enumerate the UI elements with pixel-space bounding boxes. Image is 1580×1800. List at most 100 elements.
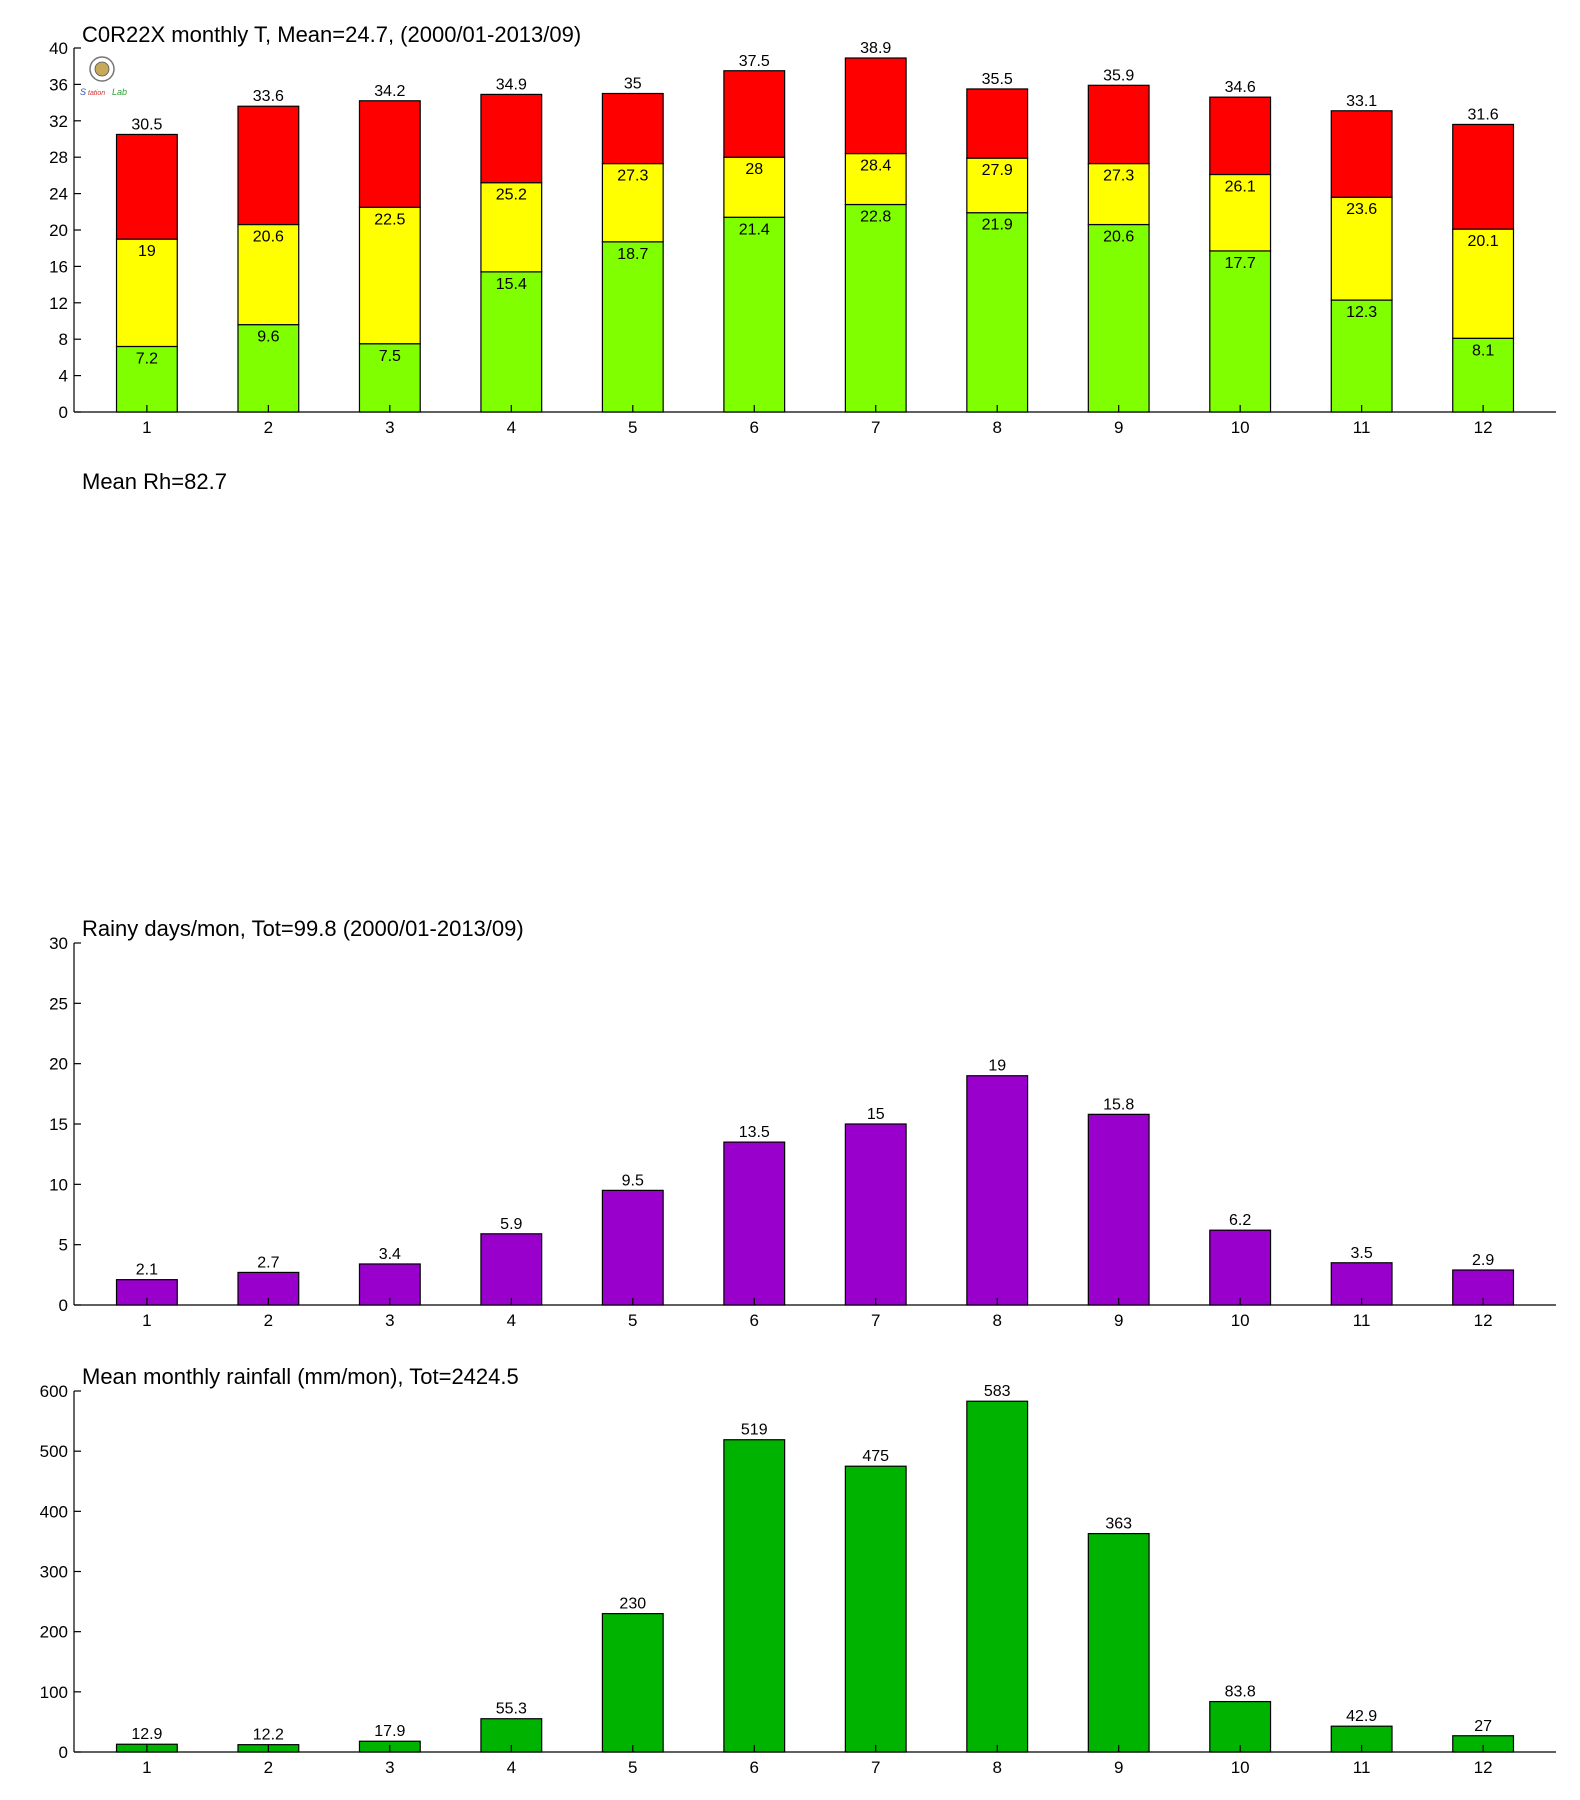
bar <box>1209 1229 1272 1306</box>
data-label: 583 <box>984 1383 1011 1400</box>
data-label: 33.6 <box>253 88 284 105</box>
bar-segment <box>723 156 786 218</box>
x-tick-label: 12 <box>1474 1311 1493 1330</box>
data-label: 7.2 <box>136 350 158 367</box>
bar-segment <box>966 157 1029 214</box>
data-label: 2.9 <box>1472 1252 1494 1269</box>
data-label: 8.1 <box>1472 342 1494 359</box>
bar-segment <box>1087 84 1150 165</box>
data-label: 2.1 <box>136 1262 158 1279</box>
x-tick-label: 7 <box>871 418 880 437</box>
y-tick-label: 36 <box>49 75 68 94</box>
y-tick-label: 28 <box>49 148 68 167</box>
y-tick-label: 30 <box>49 934 68 953</box>
bar-segment <box>601 241 664 413</box>
bar-segment <box>723 216 786 413</box>
data-label: 19 <box>138 243 156 260</box>
data-label: 5.9 <box>500 1216 522 1233</box>
y-tick-label: 20 <box>49 1055 68 1074</box>
bar-segment <box>480 93 543 184</box>
data-label: 13.5 <box>739 1124 770 1141</box>
bar-segment <box>723 70 786 158</box>
y-tick-label: 32 <box>49 112 68 131</box>
y-tick-label: 4 <box>59 367 68 386</box>
x-tick-label: 9 <box>1114 1311 1123 1330</box>
x-tick-label: 9 <box>1114 1758 1123 1777</box>
data-label: 23.6 <box>1346 201 1377 218</box>
bar <box>966 1400 1029 1753</box>
rainfall-chart: Mean monthly rainfall (mm/mon), Tot=2424… <box>40 1364 1556 1777</box>
data-label: 27.3 <box>1103 168 1134 185</box>
y-tick-label: 20 <box>49 221 68 240</box>
data-label: 35.5 <box>982 71 1013 88</box>
bar <box>1087 1532 1150 1753</box>
x-tick-label: 5 <box>628 1758 637 1777</box>
data-label: 9.6 <box>257 329 279 346</box>
x-tick-label: 2 <box>264 418 273 437</box>
bar-segment <box>237 223 300 326</box>
temperature-chart: C0R22X monthly T, Mean=24.7, (2000/01-20… <box>49 22 1556 437</box>
bar-segment <box>1452 337 1515 413</box>
data-label: 519 <box>741 1422 768 1439</box>
x-tick-label: 5 <box>628 1311 637 1330</box>
bar-segment <box>115 345 178 413</box>
data-label: 27.9 <box>982 162 1013 179</box>
x-tick-label: 8 <box>992 1758 1001 1777</box>
data-label: 37.5 <box>739 53 770 70</box>
data-label: 20.6 <box>253 229 284 246</box>
x-tick-label: 4 <box>507 1311 516 1330</box>
x-tick-label: 8 <box>992 418 1001 437</box>
x-tick-label: 11 <box>1353 1311 1371 1330</box>
data-label: 475 <box>862 1448 889 1465</box>
bar-segment <box>844 57 907 155</box>
x-tick-label: 9 <box>1114 418 1123 437</box>
data-label: 27 <box>1474 1718 1492 1735</box>
x-tick-label: 1 <box>142 1758 151 1777</box>
data-label: 31.6 <box>1468 106 1499 123</box>
bar-segment <box>601 92 664 165</box>
y-tick-label: 15 <box>49 1115 68 1134</box>
data-label: 19 <box>988 1058 1006 1075</box>
data-label: 35 <box>624 76 642 93</box>
bar-segment <box>237 324 300 413</box>
data-label: 20.6 <box>1103 229 1134 246</box>
data-label: 83.8 <box>1225 1684 1256 1701</box>
data-label: 33.1 <box>1346 93 1377 110</box>
x-tick-label: 5 <box>628 418 637 437</box>
y-tick-label: 400 <box>40 1502 68 1521</box>
x-tick-label: 4 <box>507 418 516 437</box>
bar <box>966 1075 1029 1306</box>
lab-logo: S tation Lab <box>80 56 127 97</box>
bar-segment <box>237 105 300 226</box>
data-label: 15 <box>867 1106 885 1123</box>
y-tick-label: 24 <box>49 185 68 204</box>
bar-segment <box>1087 223 1150 413</box>
x-tick-label: 3 <box>385 1311 394 1330</box>
x-tick-label: 10 <box>1231 1311 1250 1330</box>
rainfall-chart-title: Mean monthly rainfall (mm/mon), Tot=2424… <box>82 1364 519 1389</box>
bar-segment <box>966 88 1029 159</box>
bar <box>480 1233 543 1306</box>
bar <box>723 1439 786 1753</box>
bar-segment <box>1452 228 1515 339</box>
bar-segment <box>966 212 1029 413</box>
data-label: 35.9 <box>1103 67 1134 84</box>
x-tick-label: 2 <box>264 1311 273 1330</box>
data-label: 30.5 <box>131 116 162 133</box>
data-label: 3.4 <box>379 1246 401 1263</box>
data-label: 25.2 <box>496 187 527 204</box>
y-tick-label: 8 <box>59 330 68 349</box>
y-tick-label: 5 <box>59 1236 68 1255</box>
data-label: 42.9 <box>1346 1708 1377 1725</box>
data-label: 34.9 <box>496 76 527 93</box>
bar-segment <box>844 152 907 206</box>
y-tick-label: 40 <box>49 39 68 58</box>
y-tick-label: 16 <box>49 257 68 276</box>
x-tick-label: 8 <box>992 1311 1001 1330</box>
data-label: 28.4 <box>860 158 891 175</box>
bar-segment <box>358 100 421 208</box>
bar <box>844 1465 907 1753</box>
data-label: 230 <box>619 1596 646 1613</box>
x-tick-label: 12 <box>1474 418 1493 437</box>
